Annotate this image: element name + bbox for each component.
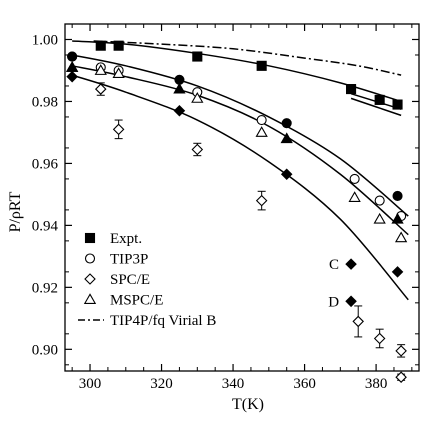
data-point-circle-open [374, 195, 385, 206]
data-point-triangle-filled [391, 212, 404, 224]
data-point-diamond-filled [391, 266, 404, 278]
axis-ticks: 300 320 340 360 380 0.90 0.92 0.94 0.96 0.98 1.00 [32, 24, 419, 392]
data-point-diamond-open [395, 371, 407, 383]
data-point-diamond-open [191, 143, 204, 156]
data-point-diamond-open [352, 315, 364, 328]
legend-label: SPC/E [110, 272, 150, 288]
data-point-diamond-open [395, 345, 407, 357]
y-tick-label: 0.90 [32, 342, 58, 358]
y-tick-label: 0.92 [32, 280, 58, 296]
y-axis-title: P/ρRT [7, 191, 24, 232]
data-point-square-filled [392, 99, 403, 110]
x-tick-label: 320 [150, 376, 173, 392]
y-tick-label: 0.94 [32, 218, 59, 234]
data-point-triangle-filled [280, 132, 293, 144]
data-point-triangle-open [94, 64, 107, 75]
data-point-diamond-open [373, 332, 386, 345]
annotation-marker [345, 258, 357, 270]
data-point-diamond-filled [173, 104, 186, 117]
plot-frame [64, 23, 420, 372]
fit-curve [72, 54, 409, 217]
data-point-diamond-open [94, 83, 107, 95]
legend-marker [83, 293, 97, 304]
x-tick-label: 360 [293, 376, 316, 392]
data-point-circle-open [256, 114, 267, 126]
fit-curve [72, 65, 409, 236]
data-point-circle-filled [392, 190, 403, 202]
data-points [66, 40, 408, 383]
data-point-square-filled [374, 94, 385, 105]
legend-marker [84, 253, 96, 264]
data-point-triangle-open [191, 92, 204, 103]
data-point-triangle-open [348, 191, 361, 202]
legend-marker [84, 273, 96, 285]
y-tick-label: 1.00 [32, 32, 58, 48]
legend-label: MSPC/E [110, 293, 163, 309]
data-point-square-filled [113, 40, 124, 51]
virial-b-curve [93, 40, 402, 76]
data-point-triangle-open [112, 67, 125, 79]
x-tick-label: 300 [79, 376, 102, 392]
data-point-triangle-filled [173, 82, 186, 94]
plot-border [64, 23, 420, 372]
data-point-square-filled [95, 40, 106, 51]
fit-curve [350, 97, 402, 117]
annotations: CD [328, 257, 357, 310]
data-point-circle-open [349, 173, 360, 184]
data-point-triangle-filled [66, 61, 79, 72]
data-point-square-filled [192, 51, 203, 62]
legend-label: TIP4P/fq Virial B [110, 313, 216, 329]
data-point-triangle-open [255, 126, 268, 137]
x-tick-label: 380 [365, 376, 388, 392]
data-point-square-filled [346, 84, 357, 95]
y-tick-label: 0.96 [32, 156, 59, 172]
annotation-marker [345, 295, 357, 308]
data-point-diamond-filled [66, 70, 78, 83]
fit-curves [71, 40, 409, 301]
fit-curve [72, 40, 402, 103]
x-axis-title: T(K) [232, 396, 264, 413]
data-point-circle-filled [281, 118, 292, 129]
data-point-diamond-filled [280, 168, 293, 181]
y-tick-label: 0.98 [32, 94, 58, 110]
annotation-label: C [329, 257, 339, 273]
x-tick-label: 340 [222, 376, 245, 392]
data-point-triangle-open [373, 212, 386, 224]
legend: Expt. TIP3P SPC/E MSPC/E TIP4P/fq Virial B [78, 231, 216, 329]
data-point-triangle-open [394, 231, 408, 243]
legend-marker [84, 232, 96, 244]
data-point-diamond-open [112, 123, 125, 136]
data-point-diamond-open [255, 194, 268, 207]
data-point-square-filled [256, 60, 267, 71]
data-point-circle-filled [67, 51, 78, 62]
fit-curve [71, 74, 409, 301]
legend-label: Expt. [110, 231, 142, 247]
annotation-label: D [328, 294, 339, 310]
legend-label: TIP3P [110, 252, 148, 268]
